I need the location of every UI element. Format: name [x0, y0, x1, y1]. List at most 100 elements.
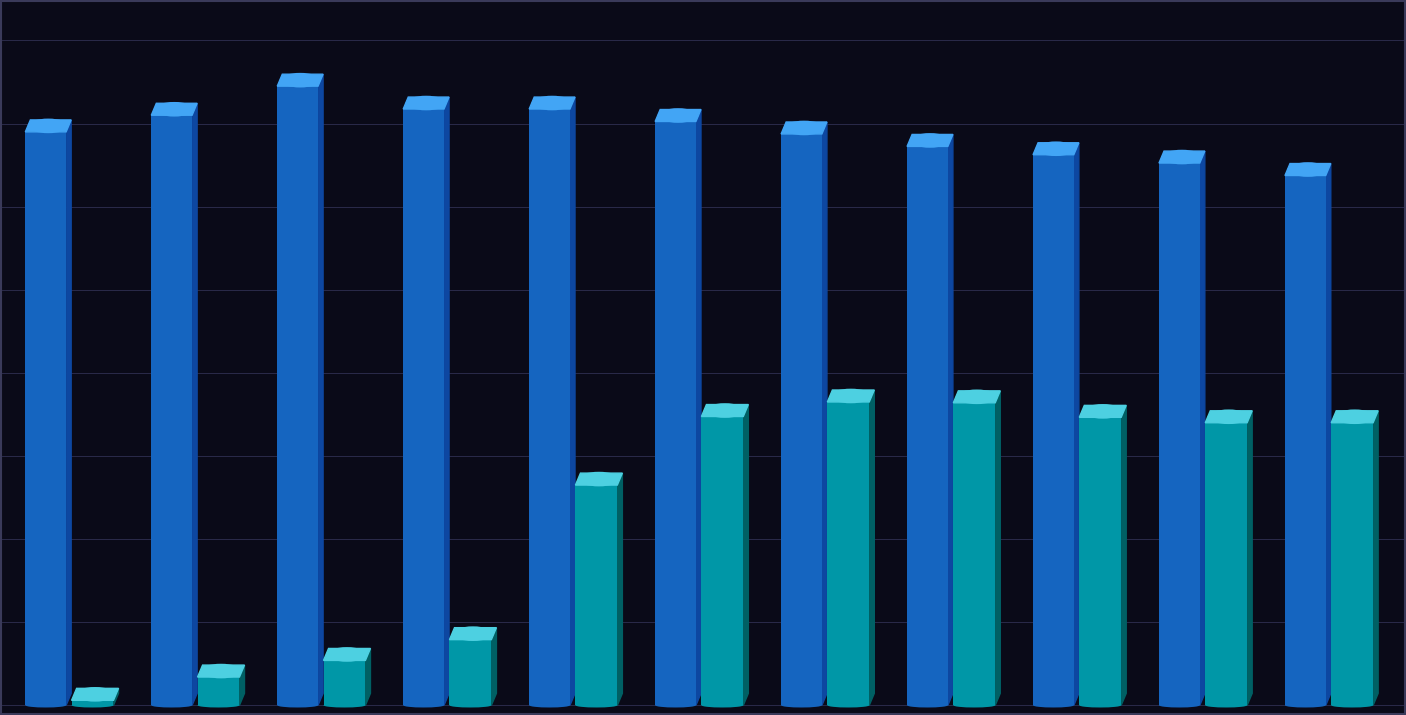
Polygon shape	[529, 97, 575, 109]
Bar	[827, 402, 869, 705]
Ellipse shape	[200, 664, 242, 679]
Ellipse shape	[1334, 410, 1375, 424]
Polygon shape	[1326, 164, 1331, 705]
Polygon shape	[696, 109, 702, 705]
Ellipse shape	[323, 703, 366, 708]
Bar	[529, 109, 569, 705]
Bar	[1285, 175, 1326, 705]
Ellipse shape	[827, 703, 869, 708]
Polygon shape	[152, 103, 197, 115]
Ellipse shape	[531, 96, 572, 110]
Ellipse shape	[1033, 703, 1074, 708]
Polygon shape	[491, 628, 496, 705]
Polygon shape	[323, 649, 370, 661]
Polygon shape	[318, 74, 323, 705]
Bar	[152, 115, 193, 705]
Ellipse shape	[451, 626, 494, 641]
Ellipse shape	[830, 389, 872, 403]
Polygon shape	[239, 665, 245, 705]
Ellipse shape	[704, 403, 745, 418]
Bar	[1205, 423, 1247, 705]
Ellipse shape	[1036, 142, 1077, 156]
Ellipse shape	[702, 703, 744, 708]
Polygon shape	[1159, 151, 1205, 163]
Ellipse shape	[152, 703, 193, 708]
Polygon shape	[1199, 151, 1205, 705]
Ellipse shape	[1080, 703, 1121, 708]
Polygon shape	[114, 689, 118, 705]
Ellipse shape	[277, 703, 318, 708]
Polygon shape	[617, 473, 623, 705]
Ellipse shape	[575, 703, 617, 708]
Bar	[575, 485, 617, 705]
Polygon shape	[1074, 143, 1078, 705]
Ellipse shape	[280, 73, 321, 87]
Ellipse shape	[907, 703, 948, 708]
Ellipse shape	[153, 102, 194, 117]
Polygon shape	[1285, 164, 1331, 175]
Polygon shape	[197, 665, 245, 677]
Ellipse shape	[72, 703, 114, 708]
Polygon shape	[1080, 405, 1126, 418]
Polygon shape	[404, 97, 449, 109]
Bar	[702, 417, 744, 705]
Ellipse shape	[1161, 149, 1202, 164]
Polygon shape	[948, 134, 953, 705]
Polygon shape	[277, 74, 323, 86]
Polygon shape	[1331, 411, 1378, 423]
Ellipse shape	[75, 687, 117, 701]
Bar	[1159, 163, 1199, 705]
Bar	[907, 147, 948, 705]
Polygon shape	[995, 391, 1000, 705]
Ellipse shape	[529, 703, 569, 708]
Bar	[1080, 418, 1121, 705]
Polygon shape	[1033, 143, 1078, 154]
Polygon shape	[702, 405, 748, 417]
Bar	[72, 700, 114, 705]
Polygon shape	[827, 390, 875, 402]
Ellipse shape	[1285, 703, 1326, 708]
Ellipse shape	[1205, 703, 1247, 708]
Polygon shape	[66, 120, 72, 705]
Bar	[25, 132, 66, 705]
Ellipse shape	[783, 121, 824, 135]
Bar	[323, 661, 366, 705]
Polygon shape	[869, 390, 875, 705]
Polygon shape	[444, 97, 449, 705]
Ellipse shape	[197, 703, 239, 708]
Bar	[782, 134, 823, 705]
Polygon shape	[823, 122, 827, 705]
Ellipse shape	[578, 472, 620, 486]
Polygon shape	[907, 134, 953, 147]
Polygon shape	[782, 122, 827, 134]
Ellipse shape	[1159, 703, 1199, 708]
Polygon shape	[193, 103, 197, 705]
Ellipse shape	[28, 119, 69, 133]
Bar	[953, 403, 995, 705]
Ellipse shape	[1081, 404, 1123, 419]
Polygon shape	[72, 689, 118, 700]
Polygon shape	[1247, 411, 1253, 705]
Ellipse shape	[956, 390, 998, 404]
Bar	[450, 640, 491, 705]
Ellipse shape	[658, 108, 699, 123]
Ellipse shape	[450, 703, 491, 708]
Polygon shape	[450, 628, 496, 640]
Ellipse shape	[1208, 410, 1250, 424]
Ellipse shape	[404, 703, 444, 708]
Polygon shape	[569, 97, 575, 705]
Bar	[655, 122, 696, 705]
Polygon shape	[1205, 411, 1253, 423]
Ellipse shape	[782, 703, 823, 708]
Polygon shape	[366, 649, 370, 705]
Polygon shape	[655, 109, 702, 122]
Bar	[277, 86, 318, 705]
Polygon shape	[1374, 411, 1378, 705]
Ellipse shape	[1288, 162, 1329, 177]
Bar	[1331, 423, 1374, 705]
Ellipse shape	[406, 96, 447, 110]
Bar	[404, 109, 444, 705]
Ellipse shape	[25, 703, 66, 708]
Ellipse shape	[655, 703, 696, 708]
Ellipse shape	[1331, 703, 1374, 708]
